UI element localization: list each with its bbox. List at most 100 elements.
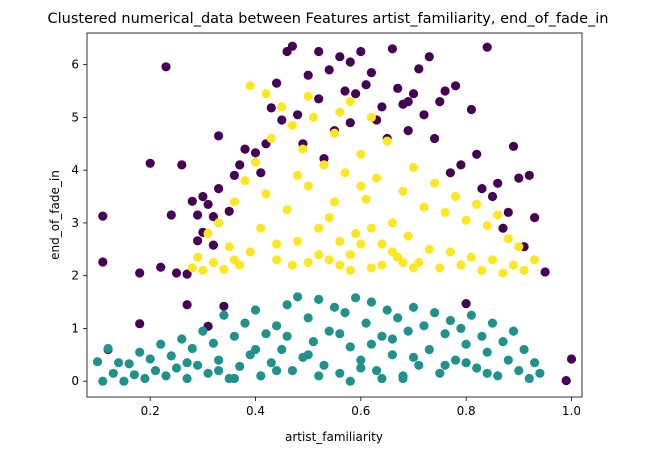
data-point-cluster-2-30 <box>345 97 355 107</box>
data-point-cluster-2-34 <box>366 263 376 273</box>
data-point-cluster-1-16 <box>177 334 187 344</box>
x-axis-ticks: 0.2 0.4 0.6 0.8 1.0 <box>141 397 581 418</box>
data-point-cluster-1-27 <box>235 361 245 371</box>
data-point-cluster-1-45 <box>329 302 340 312</box>
data-point-cluster-1-65 <box>435 368 445 378</box>
data-point-cluster-2-3 <box>203 228 213 239</box>
data-point-cluster-0-66 <box>456 160 466 170</box>
data-point-cluster-1-87 <box>314 371 324 381</box>
data-point-cluster-2-76 <box>272 239 282 249</box>
data-point-cluster-2-27 <box>329 128 340 138</box>
data-point-cluster-1-24 <box>219 310 229 320</box>
y-tick-label: 6 <box>71 58 79 72</box>
data-point-cluster-2-37 <box>382 136 392 146</box>
data-point-cluster-2-54 <box>472 199 482 209</box>
data-point-cluster-2-86 <box>303 257 313 268</box>
data-point-cluster-1-70 <box>461 339 471 349</box>
data-point-cluster-0-67 <box>461 299 471 309</box>
data-point-cluster-0-75 <box>503 207 513 217</box>
data-point-cluster-0-20 <box>208 240 218 250</box>
data-point-cluster-2-40 <box>398 186 408 196</box>
data-point-cluster-1-88 <box>356 363 366 373</box>
data-point-cluster-1-35 <box>277 344 287 355</box>
data-point-cluster-1-80 <box>514 366 524 376</box>
data-point-cluster-1-47 <box>340 308 350 318</box>
data-point-cluster-1-44 <box>324 326 334 336</box>
data-point-cluster-2-82 <box>356 181 366 191</box>
data-point-cluster-0-76 <box>508 141 519 151</box>
data-point-cluster-2-52 <box>461 215 471 225</box>
data-point-cluster-2-74 <box>377 260 387 270</box>
data-point-cluster-2-6 <box>219 264 229 274</box>
data-point-cluster-0-7 <box>166 210 176 220</box>
data-point-cluster-2-26 <box>324 213 334 223</box>
data-point-cluster-1-15 <box>171 363 182 373</box>
data-point-cluster-1-38 <box>293 292 303 302</box>
data-point-cluster-0-83 <box>566 354 577 364</box>
data-point-cluster-2-45 <box>424 244 434 254</box>
data-point-cluster-1-81 <box>519 344 529 355</box>
data-point-cluster-2-69 <box>366 112 376 122</box>
data-point-cluster-1-26 <box>229 331 239 341</box>
data-point-cluster-2-50 <box>451 191 461 202</box>
data-point-cluster-1-17 <box>182 373 192 384</box>
data-point-cluster-1-10 <box>145 354 155 364</box>
data-point-cluster-1-46 <box>335 368 345 378</box>
data-point-cluster-0-33 <box>277 115 287 125</box>
data-point-cluster-1-71 <box>466 310 476 320</box>
data-point-cluster-2-46 <box>430 178 440 188</box>
data-point-cluster-1-101 <box>182 358 192 368</box>
data-point-cluster-2-57 <box>487 255 498 265</box>
data-point-cluster-1-28 <box>240 318 250 328</box>
data-point-cluster-2-13 <box>256 223 266 233</box>
data-point-cluster-1-97 <box>282 331 292 341</box>
data-point-cluster-1-103 <box>377 373 387 384</box>
data-point-cluster-0-51 <box>377 102 387 112</box>
data-point-cluster-0-10 <box>182 300 192 310</box>
data-point-cluster-1-72 <box>472 363 482 373</box>
data-point-cluster-2-19 <box>287 120 297 130</box>
data-point-cluster-1-75 <box>487 318 498 328</box>
data-point-cluster-1-19 <box>193 360 203 370</box>
data-point-cluster-1-42 <box>314 294 324 304</box>
plot-frame <box>86 32 583 398</box>
data-point-cluster-0-47 <box>356 46 366 57</box>
data-point-cluster-2-84 <box>366 223 376 233</box>
data-point-cluster-2-49 <box>445 247 455 257</box>
data-point-cluster-1-3 <box>108 368 118 378</box>
data-point-cluster-2-1 <box>193 252 203 262</box>
data-point-cluster-1-83 <box>530 358 540 368</box>
data-point-cluster-2-8 <box>229 197 239 207</box>
x-tick-label: 0.4 <box>246 404 265 418</box>
data-point-cluster-2-78 <box>387 247 397 257</box>
data-point-cluster-0-68 <box>466 104 476 115</box>
x-tick-label: 0.2 <box>141 404 160 418</box>
data-point-cluster-2-56 <box>482 221 492 231</box>
data-point-cluster-1-12 <box>156 339 166 349</box>
data-point-cluster-0-24 <box>224 206 234 216</box>
data-point-cluster-0-54 <box>393 83 403 93</box>
data-point-cluster-0-9 <box>177 160 187 170</box>
data-point-cluster-2-64 <box>530 255 540 265</box>
data-point-cluster-0-29 <box>256 168 266 178</box>
data-point-cluster-1-100 <box>214 366 224 376</box>
data-point-cluster-0-87 <box>403 97 413 107</box>
data-point-cluster-2-75 <box>314 223 324 233</box>
data-point-cluster-0-28 <box>250 148 261 158</box>
data-point-cluster-1-34 <box>272 321 282 331</box>
data-point-cluster-0-73 <box>493 178 503 188</box>
data-point-cluster-1-20 <box>198 326 208 336</box>
data-point-cluster-1-11 <box>150 366 161 376</box>
data-point-cluster-0-19 <box>208 212 218 222</box>
data-point-cluster-1-22 <box>208 338 218 348</box>
data-point-cluster-1-50 <box>356 355 366 365</box>
data-point-cluster-0-0 <box>98 211 108 221</box>
data-point-cluster-1-51 <box>361 318 371 328</box>
data-point-cluster-1-63 <box>424 344 434 355</box>
data-point-cluster-0-12 <box>187 196 197 206</box>
data-point-cluster-0-45 <box>345 57 355 67</box>
data-point-cluster-0-43 <box>335 52 345 62</box>
data-point-cluster-2-22 <box>303 181 313 191</box>
data-point-cluster-1-21 <box>203 368 213 378</box>
